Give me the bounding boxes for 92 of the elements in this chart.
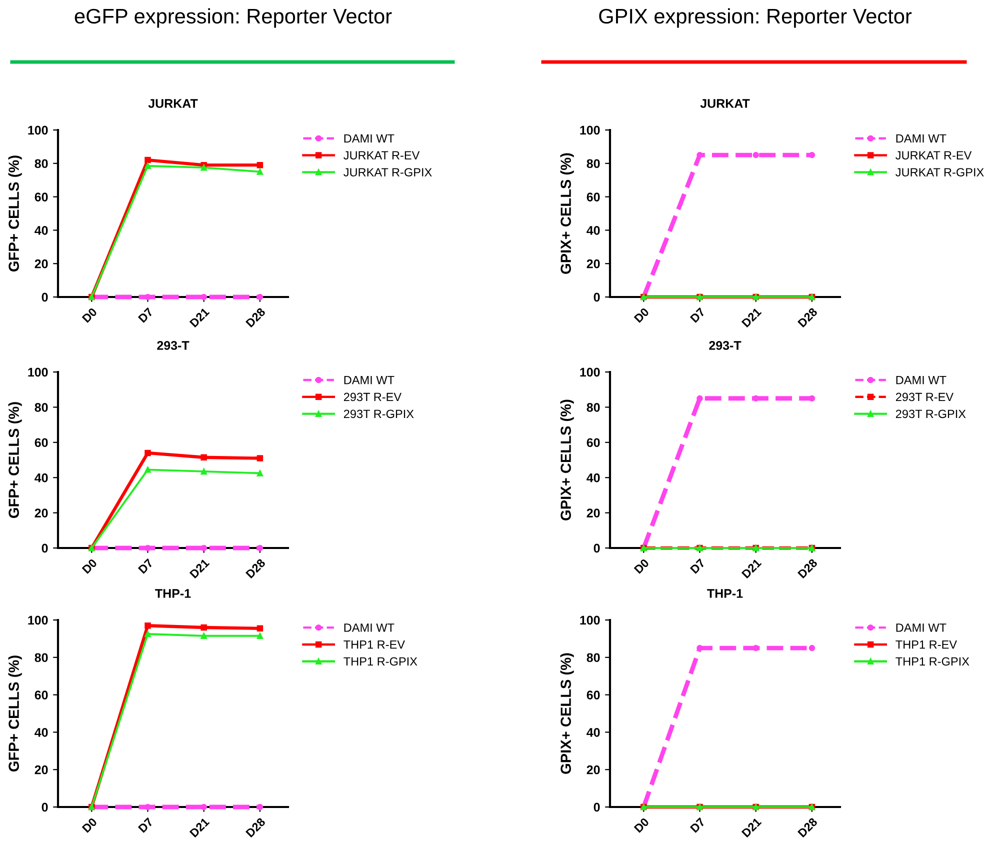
y-tick-label: 20: [586, 508, 600, 518]
y-tick-label: 80: [586, 403, 600, 412]
chart-title: 293-T: [157, 341, 190, 350]
legend-label: DAMI WT: [344, 376, 394, 384]
x-tick-label: D0: [634, 307, 650, 323]
y-tick-label: 20: [34, 765, 48, 774]
legend-label: THP1 R-EV: [896, 640, 957, 649]
y-tick-label: 80: [34, 159, 48, 168]
chart-title: JURKAT: [700, 99, 750, 108]
x-tick-label: D21: [741, 307, 762, 328]
y-tick-label: 100: [28, 126, 48, 135]
legend-label: JURKAT R-EV: [896, 151, 972, 160]
y-axis-title: GFP+ CELLS (%): [8, 402, 22, 518]
y-tick-label: 60: [586, 690, 600, 700]
x-tick-label: D28: [245, 558, 266, 579]
chart-title: JURKAT: [148, 99, 198, 108]
legend-label: JURKAT R-GPIX: [344, 168, 432, 176]
x-tick-label: D28: [797, 817, 818, 838]
legend-label: THP1 R-GPIX: [344, 657, 418, 666]
y-tick-label: 40: [586, 728, 600, 737]
y-tick-label: 0: [42, 544, 48, 553]
y-tick-label: 60: [34, 192, 48, 202]
y-tick-label: 100: [580, 126, 600, 135]
x-tick-label: D0: [82, 817, 98, 833]
y-tick-label: 80: [586, 653, 600, 662]
legend-label: 293T R-GPIX: [344, 410, 414, 418]
y-tick-label: 0: [42, 292, 48, 302]
y-tick-label: 20: [586, 765, 600, 774]
legend-label: DAMI WT: [344, 624, 394, 632]
y-axis-title: GFP+ CELLS (%): [8, 156, 22, 272]
chart-title: 293-T: [709, 341, 742, 350]
x-tick-label: D21: [189, 558, 210, 579]
legend-label: DAMI WT: [344, 134, 394, 142]
y-tick-label: 20: [586, 259, 600, 268]
legend-label: DAMI WT: [896, 624, 946, 632]
y-tick-label: 100: [580, 616, 600, 625]
y-axis-title: GPIX+ CELLS (%): [560, 653, 574, 774]
y-tick-label: 80: [586, 159, 600, 168]
y-tick-label: 0: [42, 802, 48, 812]
x-tick-label: D28: [797, 558, 818, 579]
text: GPIX expression: Reporter Vector: [599, 8, 912, 28]
y-tick-label: 60: [34, 690, 48, 700]
y-tick-label: 0: [594, 544, 600, 553]
y-tick-label: 40: [34, 226, 48, 235]
legend-label: 293T R-GPIX: [896, 410, 966, 418]
legend-label: JURKAT R-EV: [344, 151, 420, 160]
legend-label: THP1 R-GPIX: [896, 657, 970, 666]
legend-label: DAMI WT: [896, 134, 946, 142]
x-tick-label: D21: [189, 817, 210, 838]
text: eGFP expression: Reporter Vector: [74, 8, 392, 28]
x-tick-label: D0: [82, 307, 98, 323]
y-tick-label: 40: [586, 473, 600, 482]
y-axis-title: GPIX+ CELLS (%): [560, 400, 574, 520]
y-tick-label: 60: [586, 438, 600, 448]
y-tick-label: 40: [34, 728, 48, 737]
legend-label: DAMI WT: [896, 376, 946, 384]
x-tick-label: D7: [138, 307, 154, 323]
x-tick-label: D28: [245, 817, 266, 838]
x-tick-label: D7: [138, 817, 154, 833]
x-tick-label: D28: [797, 307, 818, 328]
y-tick-label: 100: [28, 616, 48, 625]
y-tick-label: 60: [34, 438, 48, 448]
y-tick-label: 100: [28, 368, 48, 377]
legend-label: JURKAT R-GPIX: [896, 168, 984, 176]
y-axis-title: GFP+ CELLS (%): [8, 656, 22, 772]
y-tick-label: 60: [586, 192, 600, 202]
y-tick-label: 0: [594, 292, 600, 302]
x-tick-label: D21: [741, 558, 762, 579]
y-tick-label: 80: [34, 403, 48, 412]
x-tick-label: D28: [245, 307, 266, 328]
y-tick-label: 40: [34, 473, 48, 482]
y-tick-label: 80: [34, 653, 48, 662]
x-tick-label: D7: [138, 558, 154, 574]
y-axis-title: GPIX+ CELLS (%): [560, 153, 574, 274]
y-tick-label: 20: [34, 508, 48, 518]
x-tick-label: D0: [634, 817, 650, 833]
legend-label: 293T R-EV: [896, 392, 954, 402]
legend-label: 293T R-EV: [344, 392, 402, 402]
x-tick-label: D0: [82, 558, 98, 574]
chart-title: THP-1: [155, 589, 191, 598]
x-tick-label: D7: [690, 817, 706, 833]
x-tick-label: D7: [690, 307, 706, 323]
x-tick-label: D21: [741, 817, 762, 838]
y-tick-label: 40: [586, 226, 600, 235]
y-tick-label: 0: [594, 802, 600, 812]
y-tick-label: 20: [34, 259, 48, 268]
y-tick-label: 100: [580, 368, 600, 377]
chart-title: THP-1: [707, 589, 743, 598]
x-tick-label: D7: [690, 558, 706, 574]
legend-label: THP1 R-EV: [344, 640, 405, 649]
x-tick-label: D21: [189, 307, 210, 328]
x-tick-label: D0: [634, 558, 650, 574]
